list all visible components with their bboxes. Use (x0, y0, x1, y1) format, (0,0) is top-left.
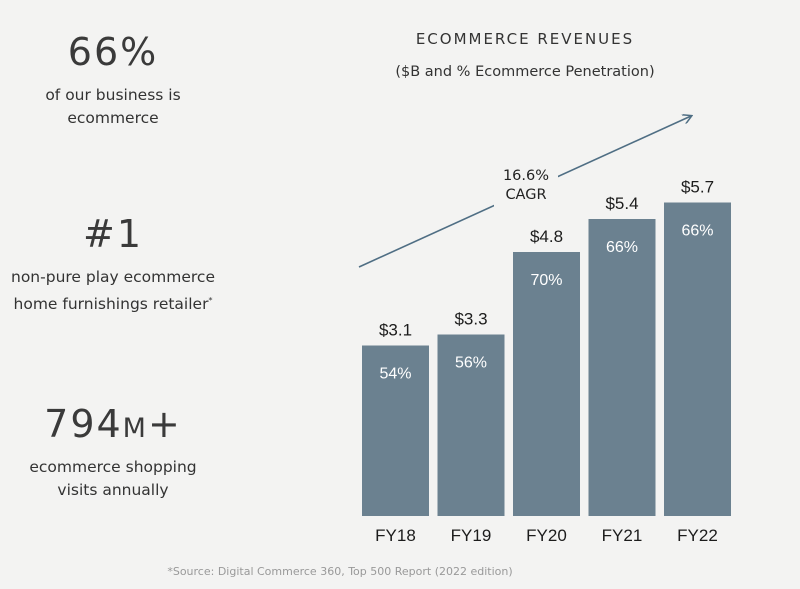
cagr-label-bg (494, 164, 558, 208)
stat-description: non-pure play ecommerce home furnishings… (0, 266, 226, 316)
stat-visits: 794m+ ecommerce shopping visits annually (0, 402, 226, 502)
stat-desc-line1: of our business is (45, 86, 181, 104)
x-axis-tick-label: FY22 (677, 526, 718, 545)
bar-fy21 (588, 219, 656, 516)
stat-ranking: #1 non-pure play ecommerce home furnishi… (0, 212, 226, 316)
x-axis-tick-label: FY20 (526, 526, 567, 545)
bar-value-label: $4.8 (530, 227, 563, 246)
bar-value-label: $5.4 (605, 194, 638, 213)
stat-desc-line2: home furnishings retailer (13, 295, 209, 314)
stat-desc-line2: ecommerce (67, 109, 159, 127)
stat-ecommerce-share: 66% of our business is ecommerce (0, 30, 226, 130)
chart-subtitle: ($B and % Ecommerce Penetration) (395, 64, 655, 80)
bar-fy20 (513, 252, 580, 516)
stat-description: ecommerce shopping visits annually (0, 456, 226, 502)
stat-description: of our business is ecommerce (0, 84, 226, 130)
stat-desc-line1: non-pure play ecommerce (11, 268, 215, 286)
bar-penetration-label: 66% (681, 223, 713, 240)
source-footnote: *Source: Digital Commerce 360, Top 500 R… (167, 565, 513, 578)
stat-desc-line2: visits annually (57, 481, 169, 499)
cagr-label-line1: 16.6% (503, 168, 549, 184)
bar-value-label: $3.1 (379, 321, 412, 340)
bar-value-label: $5.7 (681, 178, 714, 197)
bar-penetration-label: 54% (379, 366, 411, 383)
bar-penetration-label: 56% (455, 355, 487, 372)
stat-value: 66% (67, 30, 159, 74)
chart-title: ECOMMERCE REVENUES (415, 30, 635, 48)
bar-penetration-label: 70% (530, 272, 562, 289)
bar-fy22 (664, 202, 731, 516)
bar-penetration-label: 66% (606, 239, 638, 256)
stat-value: 794m+ (44, 402, 182, 446)
bar-value-label: $3.3 (454, 310, 487, 329)
bar-fy18 (362, 345, 429, 516)
x-axis-tick-label: FY18 (375, 526, 416, 545)
cagr-label-line2: CAGR (505, 187, 546, 203)
stat-value: #1 (82, 212, 144, 256)
footnote-mark: * (208, 296, 213, 305)
x-axis-tick-label: FY19 (451, 526, 492, 545)
x-axis-tick-label: FY21 (602, 526, 643, 545)
bar-fy19 (437, 334, 505, 516)
stat-desc-line1: ecommerce shopping (29, 458, 197, 476)
